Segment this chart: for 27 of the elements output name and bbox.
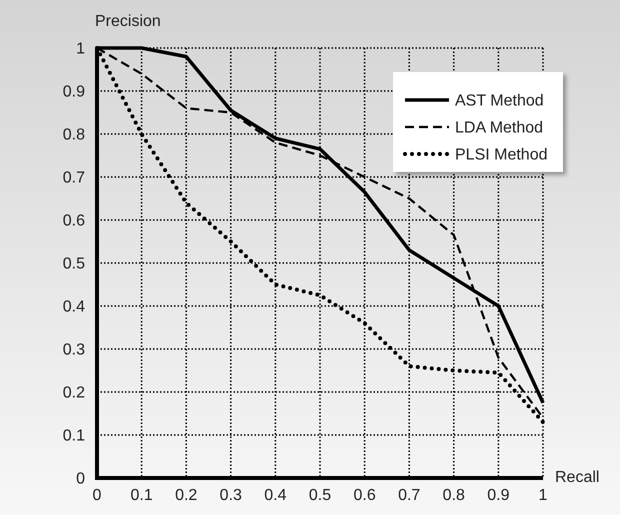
x-tick-label: 0 [92,487,102,504]
y-tick-label: 0.6 [62,212,86,230]
y-tick-label: 0.3 [62,342,86,359]
x-tick-label: 0.1 [130,487,153,504]
y-tick-label: 1 [76,40,86,58]
y-tick-label: 0.1 [62,428,86,445]
y-tick-label: 0.9 [62,84,86,101]
y-tick-label: 0.4 [62,298,86,316]
x-tick-label: 0.8 [442,487,466,504]
y-tick-label: 0.8 [62,126,86,144]
x-tick-label: 0.3 [220,487,242,504]
y-tick-label: 0.7 [62,170,86,187]
x-tick-label: 0.2 [175,487,198,504]
y-tick-label: 0.2 [62,384,86,402]
x-tick-label: 0.6 [353,487,376,504]
x-tick-label: 1 [538,487,548,504]
x-tick-label: 0.9 [487,487,510,504]
x-tick-label: 0.5 [308,487,332,504]
legend-label: PLSI Method [455,146,548,164]
x-tick-label: 0.4 [264,487,287,504]
y-tick-label: 0.5 [62,256,86,273]
y-tick-label: 0 [76,470,86,488]
x-tick-label: 0.7 [398,487,420,504]
legend-label: LDA Method [455,120,544,137]
x-axis-title: Recall [555,469,600,486]
legend-label: AST Method [455,92,544,110]
y-axis-title: Precision [95,13,161,30]
